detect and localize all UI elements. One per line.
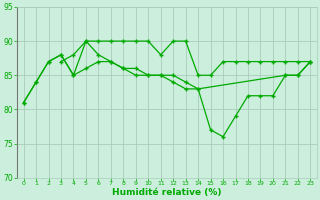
X-axis label: Humidité relative (%): Humidité relative (%) xyxy=(112,188,222,197)
